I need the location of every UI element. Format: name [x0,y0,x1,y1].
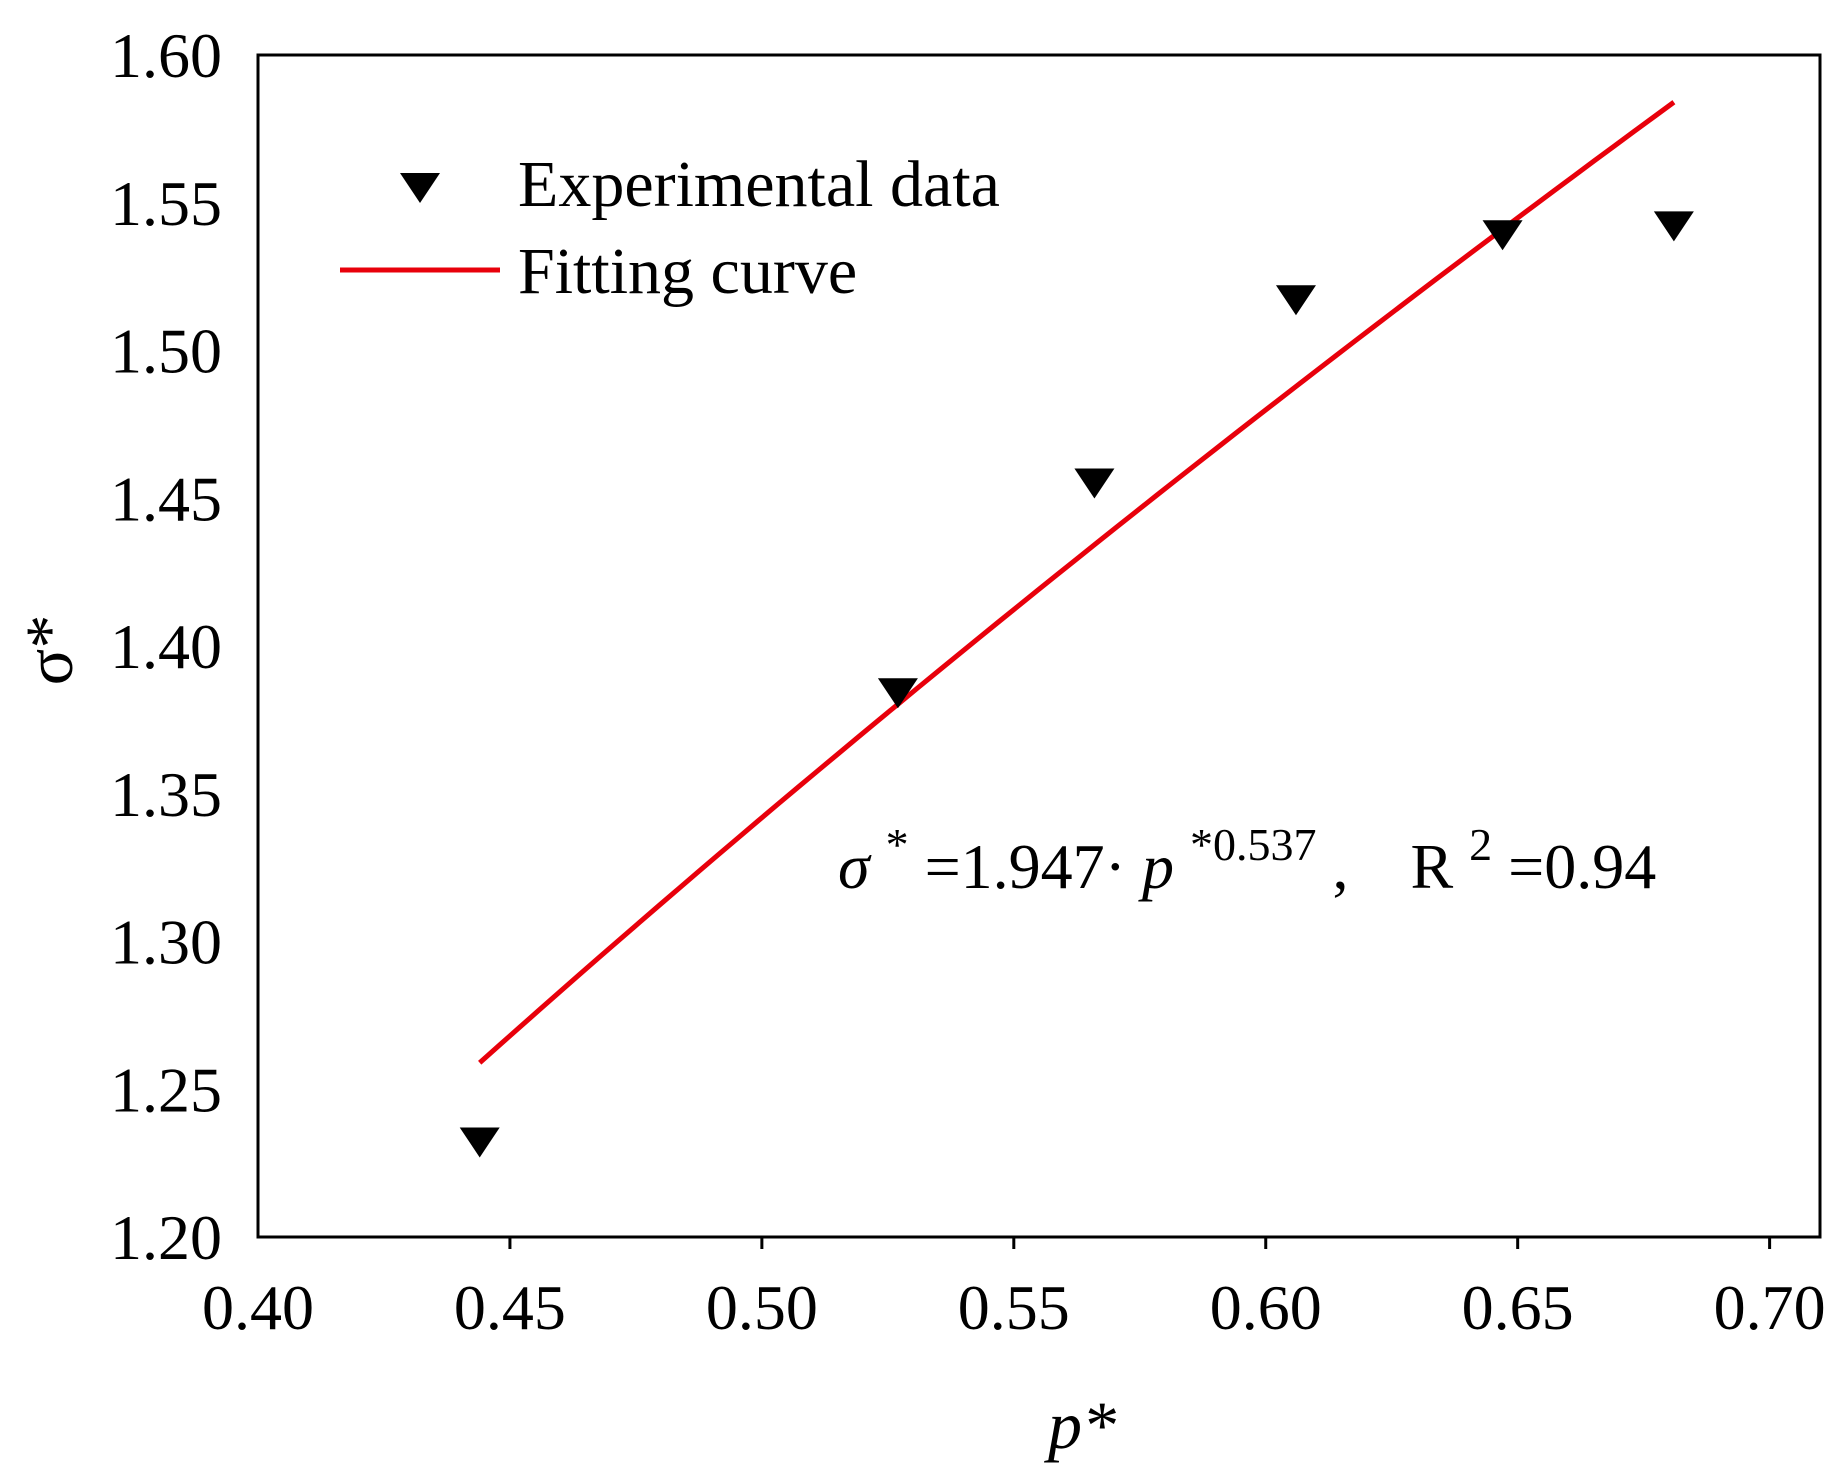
equation-lhs: σ [838,831,872,902]
plot-area-frame [256,53,1822,1239]
legend-label-fitting: Fitting curve [518,235,857,308]
equation-coefficient: =1.947· [925,831,1126,902]
equation-exponent: *0.537 [1190,819,1317,870]
x-axis: 0.40 0.45 0.50 0.55 0.60 0.65 0.70 [202,1237,1826,1343]
y-tick-label: 1.45 [110,463,222,534]
fitting-curve-line [478,100,1676,1065]
x-tick-label: 0.60 [1210,1272,1322,1343]
data-point [1653,211,1694,242]
y-tick-label: 1.55 [110,168,222,239]
y-tick-label: 1.30 [110,907,222,978]
legend: Experimental data Fitting curve [340,148,1000,308]
equation-separator: , [1332,831,1348,902]
y-tick-label: 1.35 [110,759,222,830]
y-tick-label: 1.50 [110,316,222,387]
data-point [1275,285,1316,316]
y-tick-label: 1.20 [110,1202,222,1273]
x-axis-title: p* [1044,1387,1116,1463]
fit-equation: σ * =1.947· p *0.537 , R 2 =0.94 [838,803,1656,902]
x-tick-label: 0.40 [202,1272,314,1343]
y-tick-label: 1.25 [110,1054,222,1125]
x-tick-label: 0.45 [454,1272,566,1343]
x-tick-label: 0.70 [1714,1272,1826,1343]
data-point [877,678,918,709]
y-axis: 1.20 1.25 1.30 1.35 1.40 1.45 1.50 1.55 1.60 [110,20,222,1273]
x-tick-label: 0.50 [706,1272,818,1343]
x-tick-label: 0.55 [958,1272,1070,1343]
y-tick-label: 1.60 [110,20,222,91]
data-point [459,1127,500,1158]
r-squared-value: =0.94 [1508,831,1656,902]
x-tick-label: 0.65 [1462,1272,1574,1343]
data-point [1074,468,1115,499]
r-squared-label: R [1410,831,1453,902]
equation-variable: p [1138,831,1174,902]
y-tick-label: 1.40 [110,611,222,682]
data-point [1482,220,1523,251]
series-layer [459,100,1694,1158]
r-squared-sup: 2 [1469,819,1492,870]
y-axis-title: σ* [11,615,87,686]
legend-marker-experimental [400,173,440,203]
equation-lhs-sup: * [886,819,909,870]
legend-label-experimental: Experimental data [518,148,1000,221]
